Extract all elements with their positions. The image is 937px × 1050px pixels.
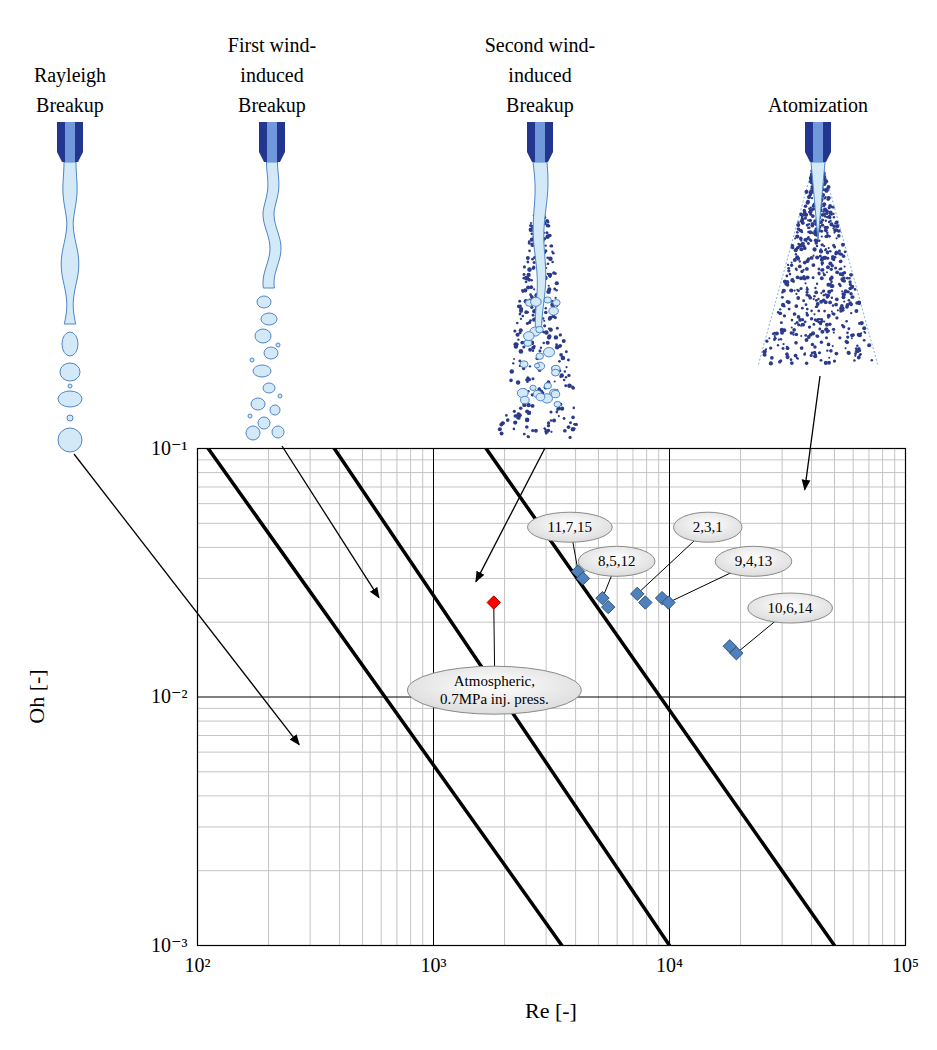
svg-text:10⁴: 10⁴ [656,954,683,976]
svg-text:10²: 10² [185,954,211,976]
svg-text:Breakup: Breakup [238,94,306,117]
svg-text:Breakup: Breakup [506,94,574,117]
svg-text:Oh [-]: Oh [-] [24,669,49,723]
svg-text:First wind-: First wind- [228,34,316,56]
svg-text:2,3,1: 2,3,1 [693,519,723,535]
svg-text:induced: induced [508,64,571,86]
svg-text:10⁻³: 10⁻³ [151,934,188,956]
svg-text:10⁻¹: 10⁻¹ [151,437,188,459]
svg-text:10⁻²: 10⁻² [151,685,188,707]
svg-text:Breakup: Breakup [36,94,104,117]
svg-text:10⁵: 10⁵ [892,954,919,976]
svg-text:9,4,13: 9,4,13 [735,553,773,569]
svg-text:induced: induced [240,64,303,86]
svg-text:Re [-]: Re [-] [525,998,577,1023]
svg-text:10,6,14: 10,6,14 [768,600,814,616]
svg-text:10³: 10³ [421,954,447,976]
svg-text:11,7,15: 11,7,15 [548,519,592,535]
svg-text:Atmospheric,: Atmospheric, [454,673,535,689]
svg-text:0.7MPa inj. press.: 0.7MPa inj. press. [440,691,549,707]
svg-text:Second wind-: Second wind- [485,34,596,56]
svg-text:Rayleigh: Rayleigh [34,64,106,87]
svg-text:Atomization: Atomization [768,94,868,116]
svg-text:8,5,12: 8,5,12 [598,553,636,569]
